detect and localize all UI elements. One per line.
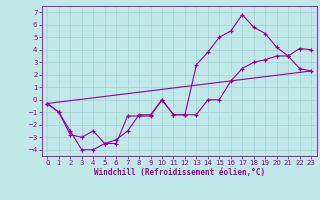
- X-axis label: Windchill (Refroidissement éolien,°C): Windchill (Refroidissement éolien,°C): [94, 168, 265, 177]
